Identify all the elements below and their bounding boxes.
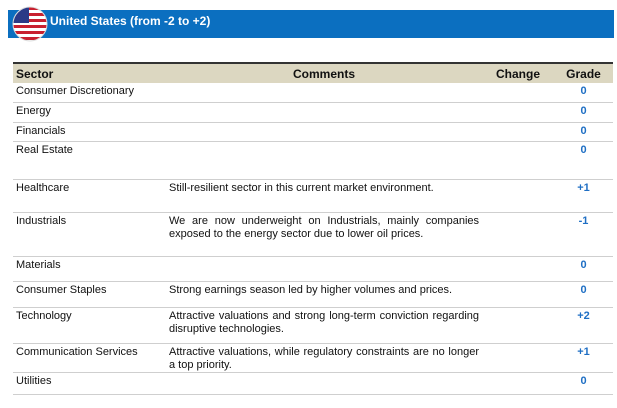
flag-icon <box>12 6 48 42</box>
comment <box>166 141 482 180</box>
column-header: Comments <box>166 62 482 83</box>
comment: Strong earnings season led by higher vol… <box>166 281 482 308</box>
change <box>482 281 554 308</box>
column-header: Change <box>482 62 554 83</box>
column-header: Sector <box>13 62 166 83</box>
sector: Industrials <box>13 212 166 257</box>
sector: Communication Services <box>13 343 166 373</box>
comment: Still-resilient sector in this current m… <box>166 179 482 213</box>
table-row: Energy 0 <box>13 102 613 123</box>
change <box>482 83 554 103</box>
sector: Materials <box>13 256 166 282</box>
change <box>482 212 554 257</box>
table-row: Consumer Staples Strong earnings season l… <box>13 281 613 308</box>
change <box>482 343 554 373</box>
grade: 0 <box>554 281 613 308</box>
table-row: Technology Attractive valuations and stro… <box>13 307 613 344</box>
sector: Consumer Staples <box>13 281 166 308</box>
table-row: Industrials We are now underweight on Ind… <box>13 212 613 257</box>
change <box>482 372 554 395</box>
sector: Real Estate <box>13 141 166 180</box>
table-row: Materials 0 <box>13 256 613 282</box>
table-row: Consumer Discretionary 0 <box>13 83 613 103</box>
header-title: United States (from -2 to +2) <box>50 14 211 28</box>
comment <box>166 83 482 103</box>
table-row: Real Estate 0 <box>13 141 613 180</box>
grade: 0 <box>554 83 613 103</box>
table-row: Financials 0 <box>13 122 613 142</box>
grade: 0 <box>554 256 613 282</box>
grade: 0 <box>554 122 613 142</box>
comment <box>166 256 482 282</box>
column-header: Grade <box>554 62 613 83</box>
sector: Healthcare <box>13 179 166 213</box>
comment <box>166 102 482 123</box>
sector: Energy <box>13 102 166 123</box>
comment: We are now underweight on Industrials, m… <box>166 212 482 257</box>
sector: Technology <box>13 307 166 344</box>
table-row: Healthcare Still-resilient sector in this… <box>13 179 613 213</box>
sector: Utilities <box>13 372 166 395</box>
change <box>482 307 554 344</box>
comment <box>166 122 482 142</box>
comment <box>166 372 482 395</box>
header-bar <box>8 6 614 42</box>
sector: Financials <box>13 122 166 142</box>
change <box>482 122 554 142</box>
grade: +2 <box>554 307 613 344</box>
change <box>482 256 554 282</box>
header-row: Sector Comments Change Grade <box>13 62 613 83</box>
grade: 0 <box>554 372 613 395</box>
grade: 0 <box>554 141 613 180</box>
sector-table: Sector Comments Change Grade Consumer Di… <box>13 62 613 395</box>
grade: +1 <box>554 343 613 373</box>
change <box>482 141 554 180</box>
grade: -1 <box>554 212 613 257</box>
change <box>482 179 554 213</box>
grade: +1 <box>554 179 613 213</box>
comment: Attractive valuations, while regulatory … <box>166 343 482 373</box>
table-row: Utilities 0 <box>13 372 613 395</box>
table-row: Communication Services Attractive valuati… <box>13 343 613 373</box>
sector: Consumer Discretionary <box>13 83 166 103</box>
grade: 0 <box>554 102 613 123</box>
comment: Attractive valuations and strong long-te… <box>166 307 482 344</box>
change <box>482 102 554 123</box>
